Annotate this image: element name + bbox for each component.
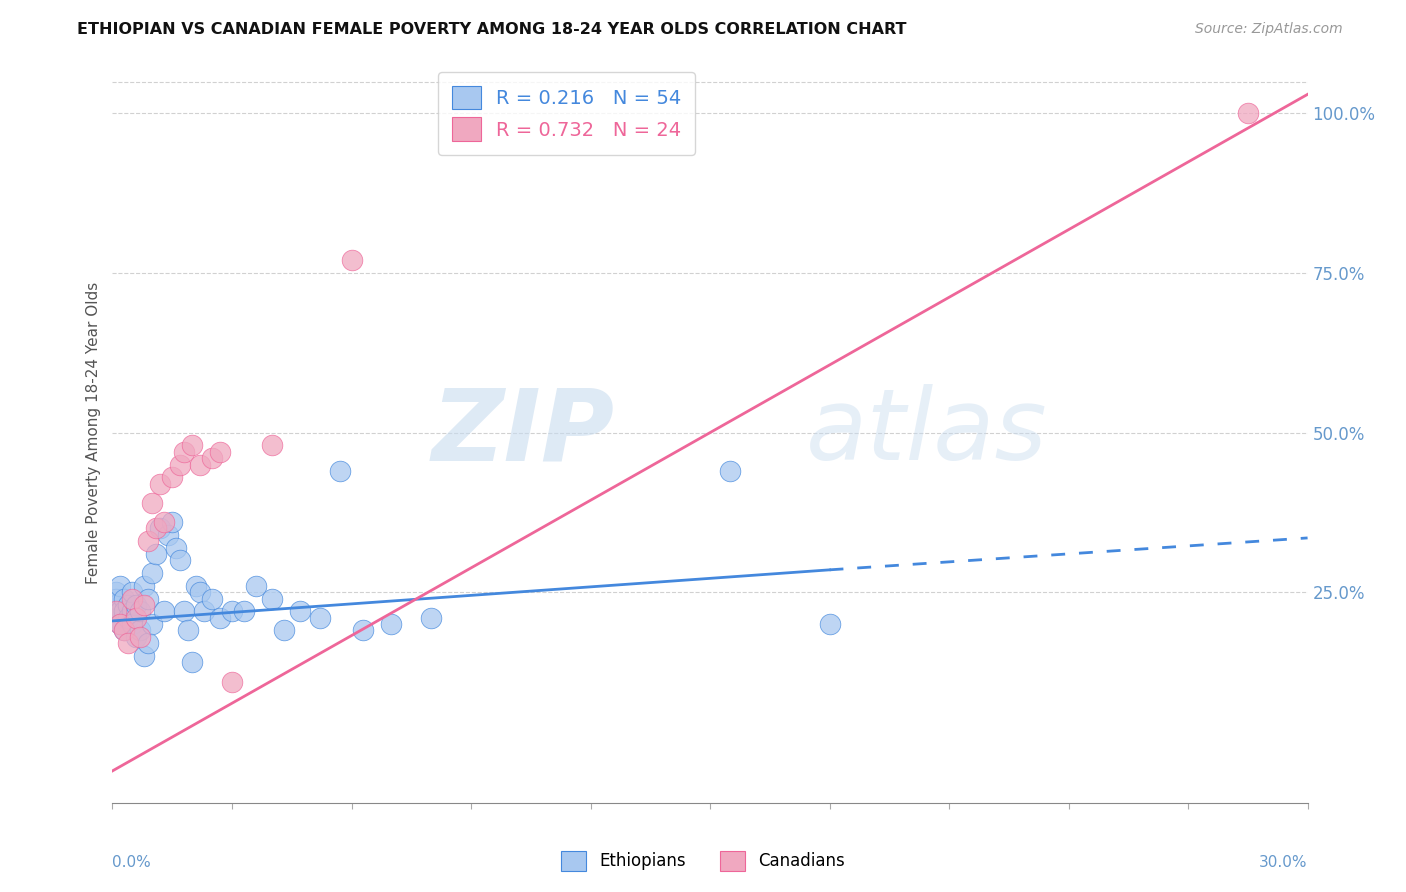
Point xyxy=(117,611,139,625)
Point xyxy=(129,604,152,618)
Point xyxy=(121,585,143,599)
Point xyxy=(181,656,204,670)
Text: ETHIOPIAN VS CANADIAN FEMALE POVERTY AMONG 18-24 YEAR OLDS CORRELATION CHART: ETHIOPIAN VS CANADIAN FEMALE POVERTY AMO… xyxy=(77,22,907,37)
Point xyxy=(105,598,128,612)
Point xyxy=(340,253,363,268)
Point xyxy=(149,521,172,535)
Text: Source: ZipAtlas.com: Source: ZipAtlas.com xyxy=(1195,22,1343,37)
Legend: R = 0.216   N = 54, R = 0.732   N = 24: R = 0.216 N = 54, R = 0.732 N = 24 xyxy=(439,72,695,154)
Point xyxy=(121,604,143,618)
Point xyxy=(188,458,211,472)
Point xyxy=(718,464,741,478)
Point xyxy=(233,604,256,618)
Point xyxy=(114,624,135,638)
Text: ZIP: ZIP xyxy=(432,384,614,481)
Point xyxy=(153,604,176,618)
Point xyxy=(141,566,163,580)
Point xyxy=(260,438,283,452)
Point xyxy=(134,648,156,663)
Point xyxy=(114,591,135,606)
Point xyxy=(114,624,135,638)
Point xyxy=(117,636,139,650)
Point xyxy=(288,604,311,618)
Point xyxy=(209,611,232,625)
Point xyxy=(221,604,243,618)
Legend: Ethiopians, Canadians: Ethiopians, Canadians xyxy=(553,842,853,880)
Point xyxy=(165,541,187,555)
Point xyxy=(245,579,267,593)
Point xyxy=(110,604,132,618)
Point xyxy=(134,579,156,593)
Point xyxy=(117,598,139,612)
Point xyxy=(141,617,163,632)
Point xyxy=(121,591,143,606)
Point xyxy=(129,630,152,644)
Point xyxy=(121,617,143,632)
Point xyxy=(193,604,215,618)
Point xyxy=(173,444,195,458)
Point xyxy=(260,591,283,606)
Point xyxy=(105,591,128,606)
Point xyxy=(201,591,224,606)
Point xyxy=(110,579,132,593)
Point xyxy=(353,624,375,638)
Point xyxy=(141,496,163,510)
Text: 0.0%: 0.0% xyxy=(112,855,152,870)
Point xyxy=(145,547,167,561)
Point xyxy=(105,604,128,618)
Point xyxy=(105,585,128,599)
Point xyxy=(209,444,232,458)
Text: atlas: atlas xyxy=(806,384,1047,481)
Point xyxy=(169,458,191,472)
Point xyxy=(103,604,125,618)
Point xyxy=(1237,106,1260,120)
Point xyxy=(125,598,148,612)
Point xyxy=(153,515,176,529)
Point xyxy=(201,451,224,466)
Point xyxy=(145,521,167,535)
Point xyxy=(162,470,183,484)
Point xyxy=(380,617,402,632)
Point xyxy=(420,611,443,625)
Point xyxy=(173,604,195,618)
Point xyxy=(134,598,156,612)
Point xyxy=(138,636,160,650)
Point xyxy=(105,611,128,625)
Point xyxy=(114,604,135,618)
Point xyxy=(138,534,160,549)
Point xyxy=(308,611,330,625)
Point xyxy=(157,527,180,541)
Point xyxy=(181,438,204,452)
Point xyxy=(125,611,148,625)
Point xyxy=(110,617,132,632)
Text: 30.0%: 30.0% xyxy=(1260,855,1308,870)
Point xyxy=(110,617,132,632)
Point xyxy=(125,630,148,644)
Y-axis label: Female Poverty Among 18-24 Year Olds: Female Poverty Among 18-24 Year Olds xyxy=(86,282,101,583)
Point xyxy=(186,579,208,593)
Point xyxy=(149,476,172,491)
Point xyxy=(138,591,160,606)
Point xyxy=(221,674,243,689)
Point xyxy=(169,553,191,567)
Point xyxy=(818,617,841,632)
Point xyxy=(129,624,152,638)
Point xyxy=(273,624,295,638)
Point xyxy=(329,464,352,478)
Point xyxy=(188,585,211,599)
Point xyxy=(177,624,200,638)
Point xyxy=(162,515,183,529)
